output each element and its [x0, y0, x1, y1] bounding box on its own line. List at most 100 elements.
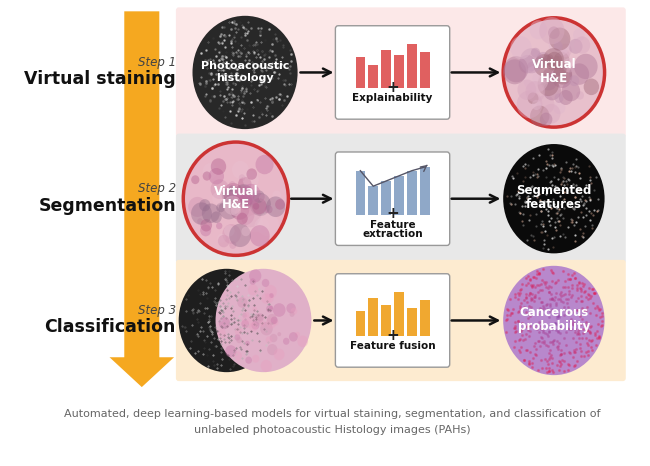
FancyBboxPatch shape [176, 134, 626, 264]
Text: extraction: extraction [362, 229, 423, 240]
Circle shape [559, 90, 573, 105]
Circle shape [211, 179, 229, 199]
Circle shape [253, 314, 263, 325]
Text: Photoacoustic: Photoacoustic [201, 61, 289, 70]
Text: histology: histology [216, 74, 274, 83]
Text: +: + [386, 328, 399, 343]
Bar [382, 181, 391, 215]
Circle shape [203, 171, 211, 181]
Circle shape [239, 174, 245, 181]
Circle shape [265, 205, 272, 213]
Circle shape [224, 196, 241, 215]
Text: H&E: H&E [540, 72, 568, 85]
Circle shape [230, 199, 250, 220]
Circle shape [253, 190, 265, 203]
Circle shape [250, 225, 270, 247]
Circle shape [547, 52, 562, 69]
Bar [407, 308, 417, 336]
Text: Step 3: Step 3 [138, 304, 176, 317]
Circle shape [233, 184, 254, 207]
Circle shape [229, 181, 235, 188]
Circle shape [231, 205, 241, 216]
Circle shape [543, 68, 555, 81]
Bar [382, 305, 391, 336]
Circle shape [223, 183, 244, 206]
Circle shape [248, 284, 258, 295]
Text: +: + [386, 80, 399, 95]
Circle shape [259, 320, 265, 327]
Circle shape [235, 204, 254, 225]
Circle shape [266, 318, 276, 329]
Bar [369, 298, 378, 336]
Circle shape [569, 63, 589, 85]
Circle shape [238, 194, 252, 210]
Circle shape [269, 306, 273, 310]
Circle shape [554, 52, 569, 69]
Circle shape [209, 168, 224, 185]
Circle shape [553, 101, 566, 114]
Circle shape [232, 161, 249, 179]
Circle shape [242, 315, 254, 328]
Circle shape [179, 269, 274, 372]
Bar [420, 300, 430, 336]
Circle shape [237, 337, 242, 343]
Text: probability: probability [518, 320, 590, 333]
Circle shape [530, 20, 547, 39]
Circle shape [212, 192, 224, 205]
Circle shape [549, 27, 570, 50]
Circle shape [261, 294, 271, 304]
Text: features: features [526, 198, 582, 211]
Circle shape [554, 93, 564, 103]
Circle shape [242, 192, 252, 202]
Text: Explainability: Explainability [352, 93, 433, 103]
Circle shape [574, 36, 590, 54]
Text: Feature: Feature [370, 219, 415, 230]
Text: Cancerous: Cancerous [519, 306, 588, 319]
Circle shape [558, 49, 569, 62]
Circle shape [559, 44, 572, 57]
Circle shape [250, 278, 256, 285]
Circle shape [202, 204, 220, 223]
Circle shape [548, 27, 560, 39]
Circle shape [222, 224, 241, 244]
Circle shape [563, 58, 576, 73]
Circle shape [261, 360, 272, 372]
Circle shape [534, 54, 554, 76]
Circle shape [257, 313, 264, 322]
Circle shape [517, 90, 542, 118]
Circle shape [528, 92, 538, 104]
Circle shape [543, 82, 561, 100]
Circle shape [542, 104, 560, 123]
Circle shape [297, 336, 308, 347]
Circle shape [517, 80, 536, 100]
Circle shape [278, 332, 281, 336]
Circle shape [218, 329, 226, 338]
Circle shape [183, 142, 289, 255]
Circle shape [537, 95, 554, 114]
Circle shape [295, 332, 300, 337]
Circle shape [216, 222, 222, 229]
Circle shape [233, 351, 242, 361]
Circle shape [266, 196, 285, 217]
Circle shape [252, 355, 259, 363]
Circle shape [229, 185, 235, 192]
Circle shape [245, 341, 250, 346]
Text: Step 2: Step 2 [138, 182, 176, 195]
Circle shape [203, 163, 217, 179]
Circle shape [584, 78, 599, 95]
Circle shape [527, 62, 536, 71]
Circle shape [226, 229, 237, 241]
Circle shape [289, 311, 294, 317]
Circle shape [273, 319, 278, 325]
Circle shape [241, 184, 261, 205]
Circle shape [530, 106, 549, 126]
Circle shape [249, 322, 258, 331]
Text: Segmentation: Segmentation [38, 197, 176, 215]
Circle shape [241, 227, 250, 236]
Circle shape [227, 188, 240, 201]
Circle shape [523, 66, 549, 93]
Circle shape [255, 218, 269, 233]
Circle shape [219, 317, 230, 329]
Text: Segmented: Segmented [516, 184, 592, 197]
Circle shape [549, 33, 570, 56]
